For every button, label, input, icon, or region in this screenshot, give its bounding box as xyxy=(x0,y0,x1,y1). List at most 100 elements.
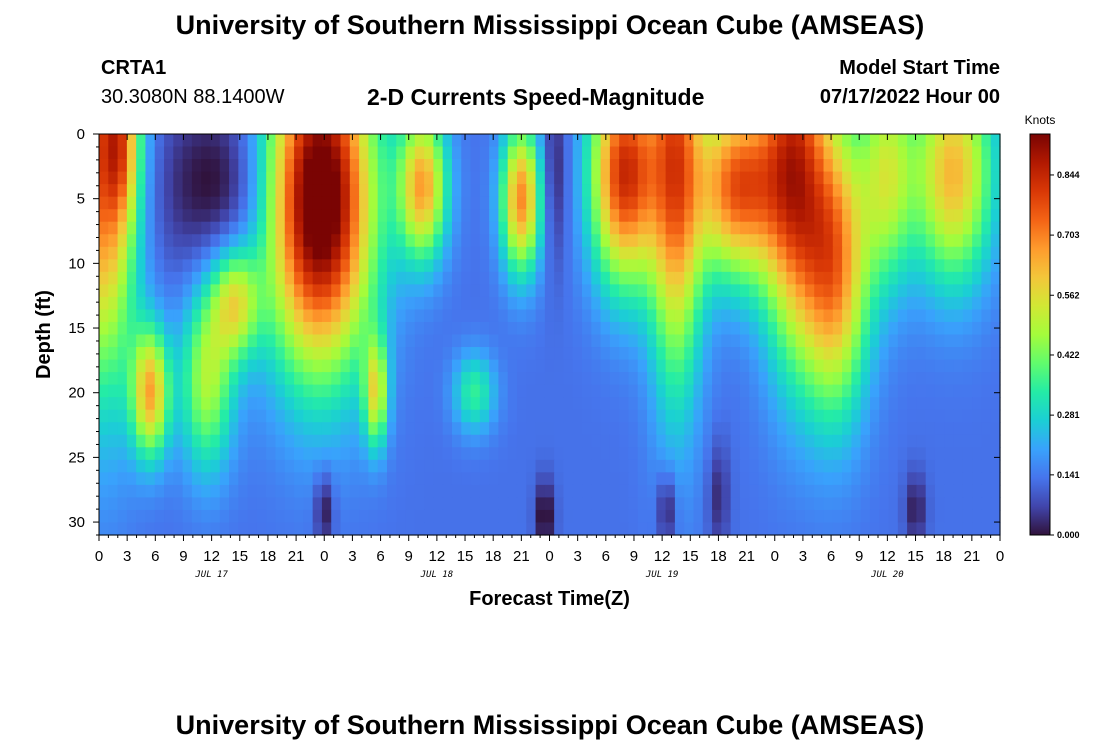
heat-cell xyxy=(238,409,249,423)
heat-cell xyxy=(201,422,212,436)
heat-cell xyxy=(368,497,379,511)
heat-cell xyxy=(693,459,704,473)
heat-cell xyxy=(619,221,630,235)
heat-cell xyxy=(275,234,286,248)
heat-cell xyxy=(804,522,815,536)
heat-cell xyxy=(498,271,509,285)
heat-cell xyxy=(182,284,193,298)
heat-cell xyxy=(117,497,128,511)
heat-cell xyxy=(349,159,360,173)
heat-cell xyxy=(154,259,165,273)
heat-cell xyxy=(962,196,973,210)
heat-cell xyxy=(944,522,955,536)
heat-cell xyxy=(869,422,880,436)
heat-cell xyxy=(888,246,899,260)
heat-cell xyxy=(925,459,936,473)
heat-cell xyxy=(786,259,797,273)
heat-cell xyxy=(359,372,369,386)
heat-cell xyxy=(294,472,304,486)
heat-cell xyxy=(210,347,221,361)
heat-cell xyxy=(693,359,704,373)
heat-cell xyxy=(479,409,490,423)
heat-cell xyxy=(377,522,388,536)
heat-cell xyxy=(238,347,249,361)
heat-cell xyxy=(154,284,165,298)
heat-cell xyxy=(628,509,639,524)
heat-cell xyxy=(888,271,899,285)
heat-cell xyxy=(665,522,676,536)
heat-cell xyxy=(795,397,806,411)
heat-cell xyxy=(442,397,453,411)
heat-cell xyxy=(609,221,620,235)
heat-cell xyxy=(767,334,778,348)
heat-cell xyxy=(637,284,648,298)
heat-cell xyxy=(758,459,769,473)
heat-cell xyxy=(702,271,713,285)
heat-cell xyxy=(433,347,444,361)
heat-cell xyxy=(312,209,323,223)
heat-cell xyxy=(173,309,184,323)
x-tick-label: 3 xyxy=(123,548,131,565)
heat-cell xyxy=(489,171,500,185)
heat-cell xyxy=(451,284,462,298)
heat-cell xyxy=(879,171,890,185)
heat-cell xyxy=(879,334,890,348)
heat-cell xyxy=(136,221,147,235)
heat-cell xyxy=(730,397,741,411)
heat-cell xyxy=(126,359,137,373)
heat-cell xyxy=(814,359,825,373)
heat-cell xyxy=(303,271,314,285)
heat-cell xyxy=(256,309,267,323)
heat-cell xyxy=(201,509,212,524)
heat-cell xyxy=(526,347,537,361)
heat-cell xyxy=(99,447,109,461)
heat-cell xyxy=(145,271,156,285)
heat-cell xyxy=(916,234,927,248)
heat-cell xyxy=(804,459,815,473)
heat-cell xyxy=(516,484,527,499)
heat-cell xyxy=(210,134,221,148)
heat-cell xyxy=(795,334,806,348)
heat-cell xyxy=(396,209,407,223)
heat-cell xyxy=(349,146,360,160)
heat-cell xyxy=(331,146,342,160)
heat-cell xyxy=(479,159,490,173)
heat-cell xyxy=(842,397,852,411)
heat-cell xyxy=(164,221,174,235)
heat-cell xyxy=(349,472,360,486)
heat-cell xyxy=(442,134,453,148)
heat-cell xyxy=(108,384,119,398)
heat-cell xyxy=(284,334,295,348)
heat-cell xyxy=(739,284,750,298)
heat-cell xyxy=(749,409,760,423)
heat-cell xyxy=(126,522,137,536)
heat-cell xyxy=(377,271,388,285)
heat-cell xyxy=(414,484,425,499)
heat-cell xyxy=(712,296,722,311)
heat-cell xyxy=(674,171,685,185)
heat-cell xyxy=(247,159,258,173)
heat-cell xyxy=(145,359,156,373)
heat-cell xyxy=(312,459,323,473)
heat-cell xyxy=(136,196,147,210)
heat-cell xyxy=(712,171,722,185)
heat-cell xyxy=(516,309,527,323)
heat-cell xyxy=(461,509,472,524)
heat-cell xyxy=(396,171,407,185)
heat-cell xyxy=(712,334,722,348)
heat-cell xyxy=(814,309,825,323)
heat-cell xyxy=(451,522,462,536)
heat-cell xyxy=(516,347,527,361)
heat-cell xyxy=(99,409,109,423)
heat-cell xyxy=(628,309,639,323)
heat-cell xyxy=(897,484,908,499)
heat-cell xyxy=(451,347,462,361)
heat-cell xyxy=(173,422,184,436)
heat-cell xyxy=(879,347,890,361)
heat-cell xyxy=(591,459,602,473)
heat-cell xyxy=(108,434,119,448)
heat-cell xyxy=(628,146,639,160)
heat-cell xyxy=(303,171,314,185)
heat-cell xyxy=(721,271,732,285)
heat-cell xyxy=(554,246,565,260)
